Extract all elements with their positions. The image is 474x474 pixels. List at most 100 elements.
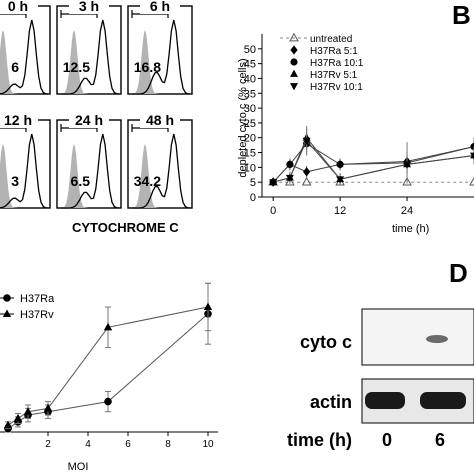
sample-histogram-curve (132, 19, 191, 95)
histogram-percent-value: 16.8 (134, 59, 161, 75)
panel-b-letter: B (452, 0, 471, 30)
panel-c-legend-label: H37Rv (20, 309, 54, 321)
panel-b-data-point (301, 176, 312, 186)
time-label-bg (69, 112, 109, 128)
histogram-time-label: 24 h (75, 112, 103, 128)
panel-b-legend-marker (290, 83, 298, 91)
panel-b-series-line (272, 143, 474, 183)
panel-c-data-point (13, 413, 23, 422)
panel-b-y-tick-label: 20 (244, 133, 256, 145)
panel-b-data-point (403, 161, 412, 169)
panel-b-y-tick-label: 0 (250, 192, 256, 204)
panel-b-x-axis-label: time (h) (392, 223, 429, 235)
actin-band (365, 392, 405, 409)
sample-histogram-curve (61, 19, 120, 95)
panel-b-legend-marker (290, 69, 298, 77)
blot-row-label: cyto c (300, 332, 352, 352)
panel-b-y-tick-label: 45 (244, 59, 256, 71)
control-histogram-peak (132, 144, 160, 208)
panel-c-x-tick-label: 2 (45, 439, 51, 450)
panel-b-y-tick-label: 10 (244, 162, 256, 174)
panel-b-x-tick-label: 24 (401, 205, 413, 217)
panel-d-letter-bg (452, 256, 474, 284)
panel-c-x-tick-label: 8 (165, 439, 171, 450)
histogram-frame (127, 5, 193, 95)
panel-b-data-point (469, 176, 474, 186)
panel-b-legend-label: H37Ra 10:1 (310, 58, 364, 69)
blot-lane-label: 0 (382, 430, 392, 450)
histogram-percent-value: 6.5 (71, 173, 91, 189)
panel-b-legend-marker (290, 45, 298, 55)
panel-b-series-line (272, 146, 474, 183)
histogram-frame (127, 119, 193, 209)
time-label-bg (140, 112, 180, 128)
control-histogram-peak (61, 144, 89, 208)
panel-b-data-point (303, 167, 311, 177)
panel-d-letter: D (449, 258, 468, 288)
panel-c-legend-marker (3, 294, 11, 302)
panel-b-y-tick-label: 50 (244, 44, 256, 56)
panel-c-legend-marker (2, 309, 12, 318)
histogram-percent-value: 34.2 (134, 173, 161, 189)
panel-b-y-tick-label: 15 (244, 148, 256, 160)
histogram-percent-value: 12.5 (63, 59, 90, 75)
control-histogram-peak (61, 30, 89, 94)
histogram-time-label: 48 h (146, 112, 174, 128)
panel-c-data-point (203, 302, 213, 311)
panel-c-legend-label: H37Ra (20, 293, 55, 305)
panel-b-data-point (336, 176, 345, 184)
panel-a-histograms: 0 h 6 3 h 12.5 6 h 16.8 12 h 3 24 h 6.5 48 h 34.2 (0, 0, 193, 209)
panel-b-legend-label: H37Ra 5:1 (310, 46, 358, 57)
panel-b-y-tick-label: 25 (244, 118, 256, 130)
panel-b-time-course-chart: 0 5 10 15 20 25 30 35 40 45 50 0 12 24 time (h) deplete… (237, 32, 474, 235)
histogram-percent-value: 6 (11, 59, 19, 75)
panel-b-data-point (470, 143, 474, 151)
panel-b-data-point (286, 160, 294, 168)
panel-c-moi-chart: 2 4 6 8 10 MOI H37Ra H37Rv (0, 282, 218, 473)
panel-a-x-axis-label: CYTOCHROME C (72, 220, 179, 235)
histogram-time-label: 3 h (79, 0, 99, 14)
time-label-bg (0, 0, 38, 14)
panel-b-legend-marker (290, 58, 298, 66)
panel-b-series-line (273, 139, 474, 183)
panel-c-x-tick-label: 4 (85, 439, 91, 450)
panel-b-legend-label: H37Rv 5:1 (310, 70, 358, 81)
histogram-percent-value: 3 (11, 173, 19, 189)
time-label-bg (0, 112, 38, 128)
sample-histogram-curve (0, 19, 49, 95)
histogram-time-label: 6 h (150, 0, 170, 14)
panel-b-y-tick-label: 5 (250, 177, 256, 189)
panel-b-data-point (302, 137, 311, 146)
sample-histogram-curve (132, 133, 191, 209)
panel-c-data-point (43, 403, 53, 412)
panel-c-data-point (23, 407, 33, 415)
panel-b-letter-bg (452, 0, 474, 28)
panel-b-data-point (336, 160, 344, 168)
cyto-c-blot-strip (361, 308, 474, 366)
panel-c-x-tick-label: 10 (202, 439, 214, 450)
panel-c-data-point (104, 397, 112, 406)
panel-c-data-point (3, 420, 13, 429)
panel-b-x-tick-label: 0 (270, 205, 276, 217)
blot-time-label: time (h) (287, 430, 352, 450)
panel-c-x-axis-label: MOI (68, 461, 89, 473)
histogram-time-label: 12 h (4, 112, 32, 128)
sample-histogram-curve (0, 133, 49, 209)
panel-b-y-tick-label: 30 (244, 103, 256, 115)
panel-b-legend-marker (289, 32, 299, 42)
panel-b-legend-label: untreated (310, 34, 352, 45)
sample-histogram-curve (61, 133, 120, 209)
panel-b-data-point (470, 152, 474, 160)
actin-band (420, 392, 466, 409)
panel-c-data-point (103, 322, 113, 331)
panel-d-western-blot: cyto c actin time (h) 0 6 (287, 308, 474, 450)
panel-b-data-point (285, 174, 294, 183)
blot-lane-label: 6 (435, 430, 445, 450)
control-histogram-peak (0, 30, 18, 94)
time-label-bg (69, 0, 109, 14)
panel-b-x-tick-label: 12 (334, 205, 346, 217)
time-label-bg (140, 0, 180, 14)
control-histogram-peak (0, 144, 18, 208)
panel-b-y-axis-label: depleted cyto c (% cells) (237, 58, 249, 177)
